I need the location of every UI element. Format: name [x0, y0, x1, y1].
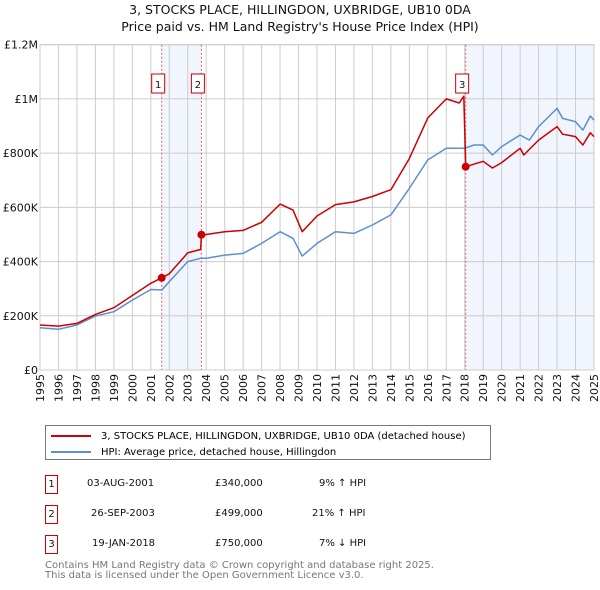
sale-label-box	[190, 73, 205, 94]
y-tick-label: £0	[24, 364, 38, 377]
sale-label-number: 1	[155, 80, 161, 91]
x-tick-label: 2013	[366, 374, 379, 402]
sale-number-badge: 3	[45, 535, 58, 554]
sale-date: 19-JAN-2018	[92, 538, 156, 549]
x-tick-label: 1998	[89, 374, 102, 402]
plot-frame	[39, 44, 595, 371]
sale-label-number: 2	[195, 80, 201, 91]
sale-label-box	[151, 73, 166, 94]
chart-title: 3, STOCKS PLACE, HILLINGDON, UXBRIDGE, U…	[129, 2, 471, 17]
price-chart: 1 2 3 1995 1996 1997 1998 1999 2000 2001 2002 2003 2…	[3, 39, 600, 402]
x-tick-label: 2005	[219, 374, 232, 402]
x-tick-label: 2016	[422, 374, 435, 402]
sale-hpi-diff: 21% ↑ HPI	[312, 508, 366, 519]
sale-label-box	[455, 73, 470, 94]
sale-point	[157, 273, 166, 282]
sale-date: 26-SEP-2003	[91, 508, 155, 519]
sale-price: £750,000	[215, 538, 263, 549]
x-tick-label: 2008	[274, 374, 287, 402]
sale-hpi-diff: 7% ↓ HPI	[319, 538, 367, 549]
sale-hpi-diff: 9% ↑ HPI	[319, 478, 367, 489]
sale-price: £499,000	[215, 508, 263, 519]
footer-licence: This data is licensed under the Open Gov…	[45, 570, 364, 581]
x-tick-label: 2019	[477, 374, 490, 402]
x-tick-label: 2021	[514, 374, 527, 402]
y-tick-label: £200K	[3, 310, 39, 323]
y-tick-label: £1.2M	[4, 39, 38, 52]
x-tick-label: 2006	[237, 374, 250, 402]
hpi-line	[39, 107, 595, 331]
sale-number-badge: 1	[45, 475, 58, 494]
x-tick-label: 1996	[52, 374, 65, 402]
y-tick-label: £400K	[3, 256, 39, 269]
x-tick-label: 2001	[145, 374, 158, 402]
y-tick-label: £1M	[15, 93, 39, 106]
x-tick-label: 2010	[311, 374, 324, 402]
x-tick-label: 2018	[459, 374, 472, 402]
y-tick-label: £600K	[3, 201, 39, 214]
x-tick-label: 1999	[108, 374, 121, 402]
sale-label-number: 3	[459, 80, 465, 91]
sale-price: £340,000	[215, 478, 263, 489]
x-tick-label: 2020	[496, 374, 509, 402]
legend-label: HPI: Average price, detached house, Hill…	[101, 446, 337, 458]
sale-date: 03-AUG-2001	[87, 478, 155, 489]
sale-number-badge: 2	[45, 505, 58, 524]
legend-label: 3, STOCKS PLACE, HILLINGDON, UXBRIDGE, U…	[101, 430, 466, 442]
x-tick-label: 2014	[385, 374, 398, 402]
x-tick-label: 2002	[163, 374, 176, 402]
x-tick-label: 2017	[440, 374, 453, 402]
x-tick-label: 1997	[71, 374, 84, 402]
x-tick-label: 2007	[256, 374, 269, 402]
y-tick-label: £800K	[3, 147, 39, 160]
legend-swatch-red	[51, 435, 91, 437]
x-tick-label: 2004	[200, 374, 213, 402]
x-tick-label: 2000	[126, 374, 139, 402]
x-tick-label: 2025	[588, 374, 600, 402]
footer-copyright: Contains HM Land Registry data © Crown c…	[45, 560, 434, 571]
x-tick-label: 2009	[293, 374, 306, 402]
x-tick-label: 2022	[533, 374, 546, 402]
x-tick-label: 1995	[34, 374, 47, 402]
legend-item-hpi: HPI: Average price, detached house, Hill…	[46, 444, 336, 460]
x-tick-label: 2011	[329, 374, 342, 402]
legend: 3, STOCKS PLACE, HILLINGDON, UXBRIDGE, U…	[45, 425, 491, 460]
x-tick-label: 2024	[570, 374, 583, 402]
x-tick-label: 2003	[182, 374, 195, 402]
x-tick-label: 2012	[348, 374, 361, 402]
sale-point	[197, 230, 206, 239]
legend-item-property: 3, STOCKS PLACE, HILLINGDON, UXBRIDGE, U…	[46, 428, 466, 444]
legend-swatch-blue	[51, 451, 91, 453]
x-tick-label: 2023	[551, 374, 564, 402]
x-tick-label: 2015	[403, 374, 416, 402]
sale-point	[461, 162, 470, 171]
chart-subtitle: Price paid vs. HM Land Registry's House …	[121, 19, 479, 34]
